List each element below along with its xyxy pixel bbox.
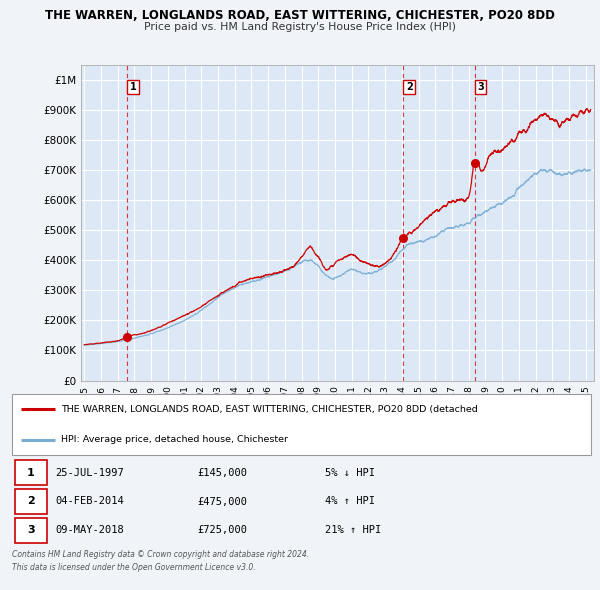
Text: This data is licensed under the Open Government Licence v3.0.: This data is licensed under the Open Gov… [12,563,256,572]
Text: HPI: Average price, detached house, Chichester: HPI: Average price, detached house, Chic… [61,435,288,444]
Text: 04-FEB-2014: 04-FEB-2014 [55,497,124,506]
Text: Contains HM Land Registry data © Crown copyright and database right 2024.: Contains HM Land Registry data © Crown c… [12,550,309,559]
Text: THE WARREN, LONGLANDS ROAD, EAST WITTERING, CHICHESTER, PO20 8DD: THE WARREN, LONGLANDS ROAD, EAST WITTERI… [45,9,555,22]
Text: 2: 2 [27,497,35,506]
Text: 4% ↑ HPI: 4% ↑ HPI [325,497,374,506]
Text: 25-JUL-1997: 25-JUL-1997 [55,468,124,478]
Text: 2: 2 [406,82,413,92]
Text: Price paid vs. HM Land Registry's House Price Index (HPI): Price paid vs. HM Land Registry's House … [144,22,456,32]
FancyBboxPatch shape [15,460,47,485]
Text: £145,000: £145,000 [197,468,247,478]
Text: THE WARREN, LONGLANDS ROAD, EAST WITTERING, CHICHESTER, PO20 8DD (detached: THE WARREN, LONGLANDS ROAD, EAST WITTERI… [61,405,478,414]
Text: 1: 1 [27,468,35,478]
FancyBboxPatch shape [15,518,47,543]
Text: 3: 3 [477,82,484,92]
Text: £475,000: £475,000 [197,497,247,506]
Text: 3: 3 [27,525,35,535]
Text: £725,000: £725,000 [197,525,247,535]
Text: 21% ↑ HPI: 21% ↑ HPI [325,525,381,535]
FancyBboxPatch shape [15,489,47,514]
FancyBboxPatch shape [12,394,591,455]
Text: 1: 1 [130,82,136,92]
Text: 09-MAY-2018: 09-MAY-2018 [55,525,124,535]
Text: 5% ↓ HPI: 5% ↓ HPI [325,468,374,478]
